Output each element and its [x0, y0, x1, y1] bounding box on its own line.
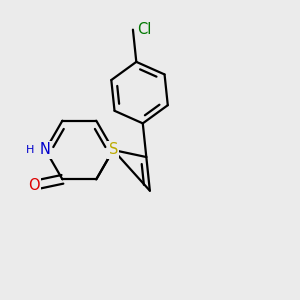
Text: O: O — [28, 178, 40, 193]
Text: H: H — [26, 145, 34, 155]
Text: N: N — [40, 142, 51, 158]
Text: Cl: Cl — [137, 22, 152, 37]
Text: S: S — [109, 142, 118, 158]
